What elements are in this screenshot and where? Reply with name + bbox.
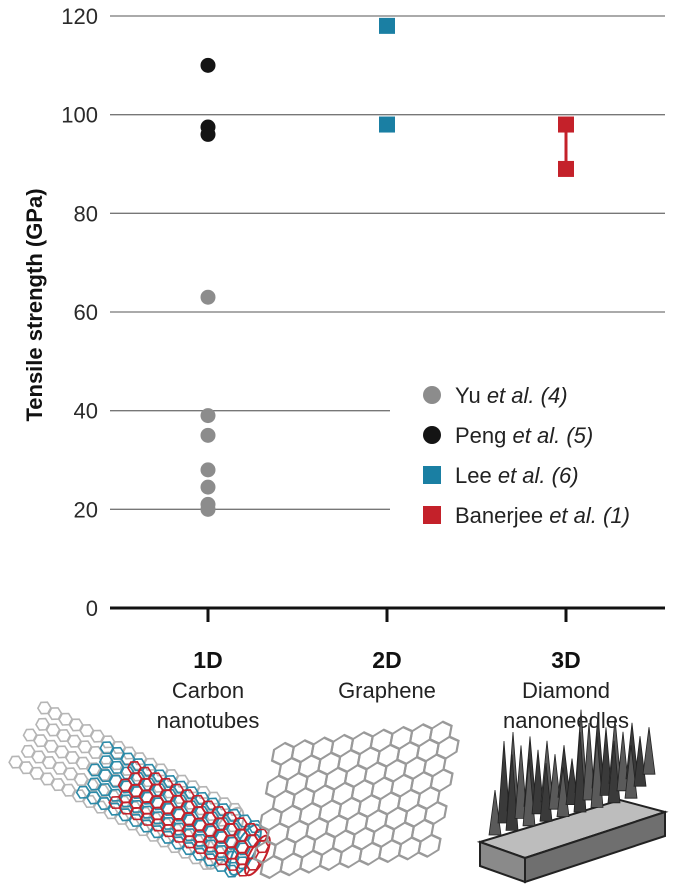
data-points	[200, 17, 574, 517]
legend-entry: Yu et al. (4)	[455, 383, 568, 408]
data-point-peng	[200, 126, 216, 142]
category-name-line: Diamond	[522, 678, 610, 703]
diamond-nanoneedles-illustration	[476, 709, 669, 884]
graphene-sheet-illustration	[252, 720, 460, 880]
data-point-banerjee	[558, 116, 574, 133]
legend-entry: Peng et al. (5)	[455, 423, 593, 448]
legend-entry: Lee et al. (6)	[455, 463, 579, 488]
y-tick-label: 120	[61, 4, 98, 29]
category-label-1d: 1D	[193, 647, 222, 673]
gridlines	[110, 15, 665, 510]
data-point-yu	[200, 408, 216, 424]
y-tick-label: 20	[74, 497, 98, 522]
category-label-2d: 2D	[372, 647, 401, 673]
y-tick-label: 100	[61, 103, 98, 128]
x-axis	[110, 606, 665, 622]
legend-marker	[423, 506, 441, 524]
y-tick-label: 80	[74, 201, 98, 226]
legend-marker	[423, 426, 441, 444]
data-point-yu	[200, 501, 216, 517]
data-point-lee	[379, 116, 395, 133]
y-tick-label: 40	[74, 399, 98, 424]
legend-entry: Banerjee et al. (1)	[455, 503, 630, 528]
data-point-yu	[200, 479, 216, 495]
data-point-lee	[379, 17, 395, 34]
data-point-peng	[200, 57, 216, 73]
category-name-line: Graphene	[338, 678, 436, 703]
y-tick-labels: 0 20 40 60 80 100 120	[61, 4, 98, 621]
data-point-banerjee	[558, 160, 574, 177]
category-name-line: Carbon	[172, 678, 244, 703]
data-point-yu	[200, 289, 216, 305]
carbon-nanotube-illustration	[8, 701, 271, 878]
legend-marker	[423, 466, 441, 484]
legend: Yu et al. (4) Peng et al. (5) Lee et al. (…	[423, 383, 630, 528]
y-tick-label: 0	[86, 596, 98, 621]
legend-marker	[423, 386, 441, 404]
category-labels: 1D Carbon nanotubes 2D Graphene 3D Diamond nano…	[157, 647, 629, 733]
data-point-yu	[200, 427, 216, 443]
data-point-yu	[200, 462, 216, 478]
y-tick-label: 60	[74, 300, 98, 325]
category-name-line: nanotubes	[157, 708, 260, 733]
category-name-line: nanoneedles	[503, 708, 629, 733]
category-label-3d: 3D	[551, 647, 580, 673]
y-axis-label: Tensile strength (GPa)	[22, 188, 47, 421]
